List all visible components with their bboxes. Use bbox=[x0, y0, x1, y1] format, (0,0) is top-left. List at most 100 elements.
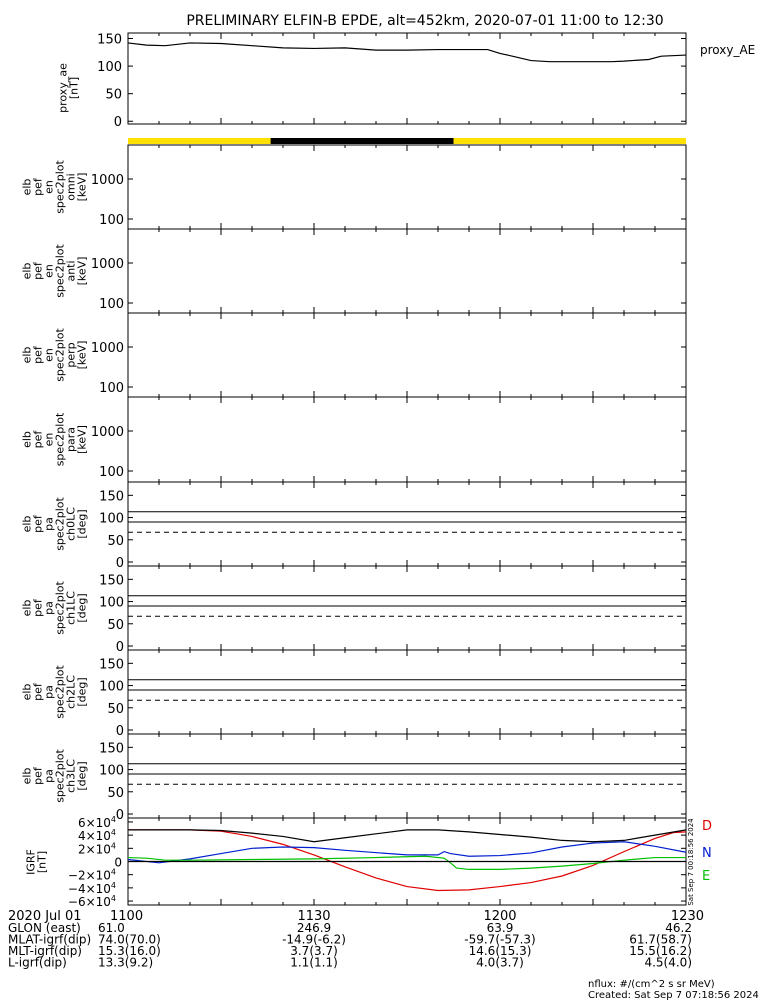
xaxis-row-value: 14.6(15.3) bbox=[469, 944, 532, 958]
x-tick-label: 1200 bbox=[483, 909, 516, 924]
ylabel-line: [nT] bbox=[68, 77, 81, 99]
y-tick-label: 50 bbox=[107, 534, 124, 549]
y-tick-label: 100 bbox=[99, 512, 124, 527]
y-tick-label: 100 bbox=[99, 297, 124, 312]
ylabel-line: en bbox=[43, 433, 56, 447]
ylabel-line: pef bbox=[32, 261, 45, 280]
xaxis-row-value: 15.3(16.0) bbox=[98, 944, 161, 958]
y-tick-label: 150 bbox=[97, 33, 122, 48]
ylabel-pa_ch3: elbpefpaspec2plotch3LC[deg] bbox=[21, 749, 89, 803]
y-tick-label: 150 bbox=[99, 741, 124, 756]
xaxis-row-value: 4.0(3.7) bbox=[476, 956, 524, 970]
ylabel-line: spec2plot bbox=[54, 581, 67, 635]
panel-frame bbox=[127, 228, 687, 314]
y-tick-label: 150 bbox=[99, 657, 124, 672]
ylabel-line: ch2LC bbox=[65, 675, 78, 709]
y-tick-label: 100 bbox=[97, 60, 122, 75]
footer-created: Created: Sat Sep 7 07:18:56 2024 bbox=[588, 990, 759, 1000]
y-tick-label: 100 bbox=[99, 680, 124, 695]
ylabel-line: pef bbox=[32, 345, 45, 364]
ylabel-line: spec2plot bbox=[54, 328, 67, 382]
bar-segment bbox=[128, 138, 271, 144]
y-tick-label: 50 bbox=[107, 618, 124, 633]
bar-segment bbox=[270, 138, 454, 144]
ylabel-line: [keV] bbox=[76, 425, 89, 454]
ylabel-line: [nT] bbox=[36, 851, 49, 873]
ylabel-line: elb bbox=[21, 431, 34, 448]
ylabel-line: pa bbox=[43, 685, 56, 699]
legend-n: N bbox=[702, 846, 712, 861]
y-tick-label: 100 bbox=[99, 596, 124, 611]
ylabel-spec_perp: elbpefenspec2plotperp[keV] bbox=[21, 328, 89, 382]
y-tick-label: 0 bbox=[116, 640, 124, 655]
panel-pa_ch0: 0 50 100 150 elbpefpaspec2plotch0LC[deg] bbox=[21, 481, 687, 571]
ylabel-line: pef bbox=[32, 598, 45, 617]
y-tick-label: 0 bbox=[114, 856, 122, 870]
ylabel-line: elb bbox=[21, 263, 34, 280]
y-tick-label: 150 bbox=[99, 573, 124, 588]
ylabel-line: proxy_ae bbox=[57, 63, 70, 113]
panel-pa_ch2: 0 50 100 150 elbpefpaspec2plotch2LC[deg] bbox=[21, 649, 687, 739]
series-line-d bbox=[128, 829, 687, 892]
ylabel-line: en bbox=[43, 348, 56, 362]
xaxis-row-name: GLON (east) bbox=[8, 921, 81, 935]
panel-orbit-bar bbox=[128, 138, 686, 144]
legend-d: D bbox=[702, 819, 712, 834]
ylabel-line: elb bbox=[21, 516, 34, 533]
ylabel-line: spec2plot bbox=[54, 412, 67, 466]
panel-pa_ch1: 0 50 100 150 elbpefpaspec2plotch1LC[deg] bbox=[21, 565, 687, 655]
xaxis-row-value: -59.7(-57.3) bbox=[464, 933, 535, 947]
y-tick-exponent: 4 bbox=[111, 841, 116, 850]
ylabel-line: elb bbox=[21, 179, 34, 196]
timestamp-stamp: Sat Sep 7 00:18:56 2024 bbox=[687, 818, 695, 906]
ylabel-line: ch1LC bbox=[65, 591, 78, 625]
y-tick-label: 1000 bbox=[91, 257, 124, 272]
ylabel-line: en bbox=[43, 264, 56, 278]
panel-pa_ch3: 0 50 100 150 elbpefpaspec2plotch3LC[deg] bbox=[21, 733, 687, 823]
panel-frame bbox=[127, 32, 687, 125]
ylabel-line: spec2plot bbox=[54, 497, 67, 551]
panel-frame bbox=[127, 733, 687, 819]
y-tick-label: 50 bbox=[105, 88, 122, 103]
series-line-n bbox=[127, 841, 687, 864]
ylabel-line: spec2plot bbox=[54, 244, 67, 298]
ylabel-line: elb bbox=[21, 347, 34, 364]
y-tick-label: 50 bbox=[107, 702, 124, 717]
ylabel-line: elb bbox=[21, 600, 34, 617]
ylabel-line: pef bbox=[32, 177, 45, 196]
y-tick-label: 1000 bbox=[91, 173, 124, 188]
panel-frame bbox=[127, 144, 687, 230]
y-tick-label: 1000 bbox=[91, 341, 124, 356]
y-tick-label: 100 bbox=[99, 764, 124, 779]
ylabel-line: omni bbox=[65, 173, 78, 200]
ylabel-line: [keV] bbox=[76, 257, 89, 286]
y-tick-label: 0 bbox=[114, 115, 122, 130]
xaxis-row-name: MLAT-igrf(dip) bbox=[8, 933, 91, 947]
y-tick-label: 100 bbox=[99, 381, 124, 396]
ylabel-line: ch0LC bbox=[65, 507, 78, 541]
legend-e: E bbox=[702, 869, 710, 884]
xaxis-row-value: 1.1(1.1) bbox=[290, 956, 338, 970]
xaxis-row-value: 46.2 bbox=[665, 921, 692, 935]
ylabel-line: spec2plot bbox=[54, 749, 67, 803]
xaxis-row-value: -14.9(-6.2) bbox=[282, 933, 346, 947]
ylabel-pa_ch2: elbpefpaspec2plotch2LC[deg] bbox=[21, 665, 89, 719]
xaxis-row-value: 246.9 bbox=[297, 921, 331, 935]
ylabel-line: IGRF bbox=[25, 849, 38, 875]
y-tick-label: 100 bbox=[99, 213, 124, 228]
series-line-e bbox=[127, 855, 686, 871]
xaxis-row-value: 13.3(9.2) bbox=[98, 956, 153, 970]
ylabel-line: pa bbox=[43, 769, 56, 783]
ylabel-line: spec2plot bbox=[54, 160, 67, 214]
xaxis-row-value: 63.9 bbox=[487, 921, 514, 935]
panel-proxy-ae: 0 50 100 150 proxy_AE proxy_ae[nT] bbox=[57, 32, 755, 130]
ylabel-spec_anti: elbpefenspec2plotanti[keV] bbox=[21, 244, 89, 298]
ylabel-line: pef bbox=[32, 514, 45, 533]
panel-frame bbox=[127, 565, 687, 651]
y-tick-label: 4×104 bbox=[78, 828, 116, 843]
y-tick-label: 100 bbox=[99, 465, 124, 480]
legend-proxy-ae: proxy_AE bbox=[700, 43, 755, 57]
